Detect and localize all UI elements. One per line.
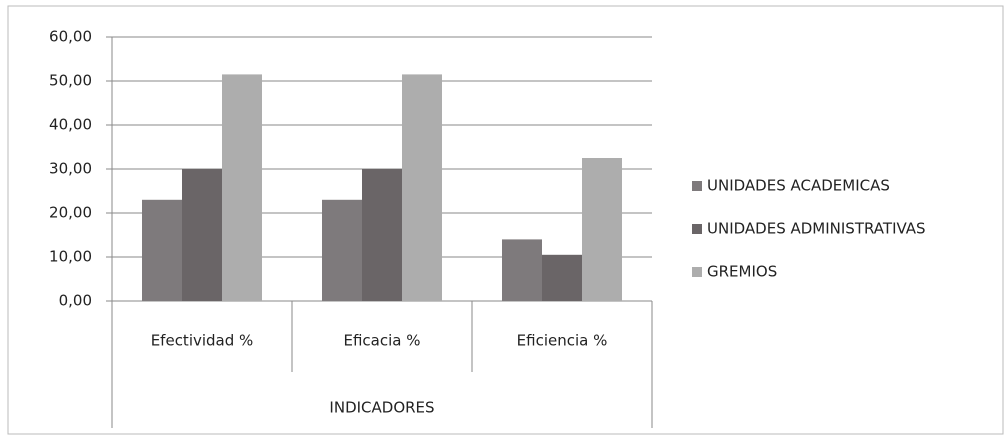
chart-border <box>7 5 1004 435</box>
legend-label: UNIDADES ADMINISTRATIVAS <box>707 220 926 238</box>
legend-swatch <box>692 181 702 191</box>
legend-label: UNIDADES ACADEMICAS <box>707 177 890 195</box>
legend-swatch <box>692 267 702 277</box>
bar <box>182 169 222 301</box>
y-tick-label: 10,00 <box>49 248 92 266</box>
bar <box>502 239 542 301</box>
bar <box>222 74 262 302</box>
bar <box>402 74 442 302</box>
x-tick-label: Eficacia % <box>344 332 421 350</box>
bar <box>322 199 362 301</box>
y-tick-label: 0,00 <box>59 292 92 310</box>
x-tick-label: Efectividad % <box>151 332 254 350</box>
bar <box>362 169 402 301</box>
legend-swatch <box>692 224 702 234</box>
y-tick-label: 40,00 <box>49 116 92 134</box>
bar <box>542 254 582 301</box>
x-tick-label: Eficiencia % <box>517 332 608 350</box>
x-axis-title: INDICADORES <box>329 399 434 417</box>
bar <box>582 158 622 301</box>
y-tick-label: 50,00 <box>49 72 92 90</box>
bar <box>142 199 182 301</box>
legend-label: GREMIOS <box>707 263 777 281</box>
y-tick-label: 20,00 <box>49 204 92 222</box>
y-tick-label: 30,00 <box>49 160 92 178</box>
y-tick-label: 60,00 <box>49 28 92 46</box>
